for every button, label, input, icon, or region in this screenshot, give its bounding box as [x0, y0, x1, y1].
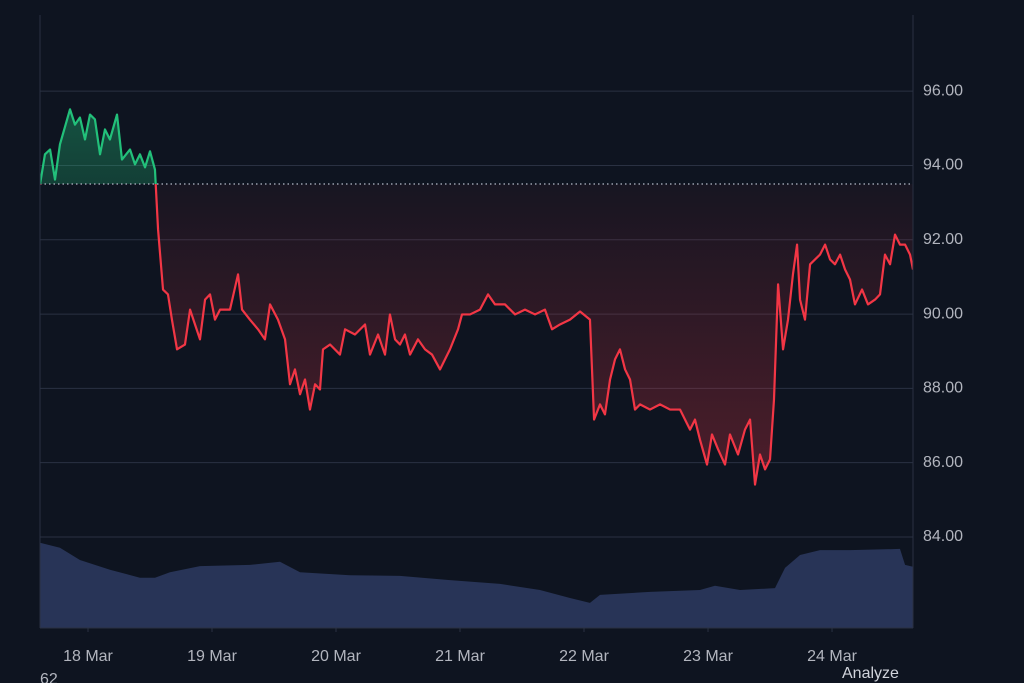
volume-area	[40, 542, 913, 628]
y-tick-label: 84.00	[923, 528, 963, 545]
footer-left-text: 62	[40, 671, 58, 683]
y-tick-label: 92.00	[923, 231, 963, 248]
price-line	[40, 108, 913, 486]
plot-area	[40, 108, 913, 628]
baseline-area	[40, 109, 913, 485]
y-tick-label: 86.00	[923, 454, 963, 471]
x-tick-label: 22 Mar	[559, 648, 609, 665]
y-tick-label: 90.00	[923, 305, 963, 322]
x-tick-label: 18 Mar	[63, 648, 113, 665]
y-tick-label: 88.00	[923, 380, 963, 397]
x-tick-label: 23 Mar	[683, 648, 733, 665]
y-tick-label: 94.00	[923, 157, 963, 174]
x-tick-label: 20 Mar	[311, 648, 361, 665]
x-tick-label: 21 Mar	[435, 648, 485, 665]
y-tick-label: 96.00	[923, 82, 963, 99]
x-tick-label: 24 Mar	[807, 648, 857, 665]
x-tick-label: 19 Mar	[187, 648, 237, 665]
analyze-button[interactable]: Analyze	[842, 665, 899, 682]
